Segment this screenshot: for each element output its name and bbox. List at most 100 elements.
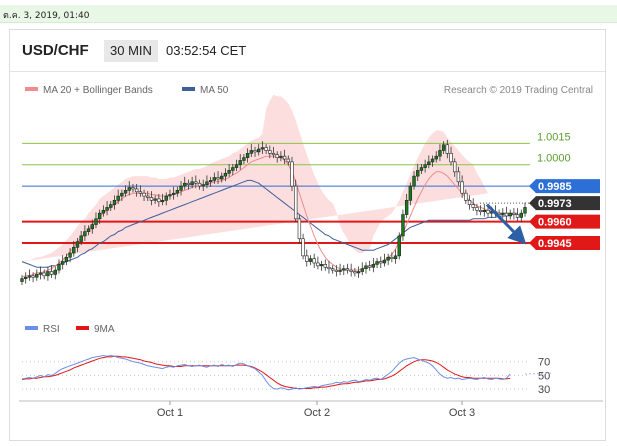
price-levels xyxy=(22,142,530,245)
candle xyxy=(138,185,143,197)
candle xyxy=(101,205,106,217)
candle xyxy=(386,253,390,266)
candle xyxy=(264,144,268,155)
candle xyxy=(242,154,246,165)
legend-label: MA 20 + Bollinger Bands xyxy=(43,85,153,96)
candle xyxy=(364,262,368,274)
candle xyxy=(205,175,209,189)
candle xyxy=(160,193,165,206)
candle xyxy=(86,225,91,236)
x-axis: Oct 1 Oct 2 Oct 3 xyxy=(19,400,603,419)
candle xyxy=(131,183,135,193)
candle xyxy=(282,149,287,165)
candle xyxy=(401,209,405,241)
candle xyxy=(20,275,24,286)
candle xyxy=(397,232,401,260)
x-tick-label: Oct 3 xyxy=(449,407,475,419)
legend-label: 9MA xyxy=(94,324,115,335)
candle xyxy=(467,195,472,210)
candle xyxy=(445,139,450,159)
candle xyxy=(227,164,231,177)
candle xyxy=(323,259,327,271)
candle xyxy=(68,248,72,263)
candle xyxy=(430,155,435,167)
x-tick-label: Oct 2 xyxy=(304,407,330,419)
candle xyxy=(171,186,176,200)
candle xyxy=(334,265,339,277)
timeframe-button[interactable]: 30 MIN xyxy=(104,40,158,62)
candle xyxy=(23,272,28,284)
candle xyxy=(186,179,191,190)
candle xyxy=(94,212,98,229)
candle xyxy=(349,263,353,277)
rsi-tick-label: 30 xyxy=(538,384,550,396)
candle xyxy=(427,155,431,169)
candle xyxy=(49,265,54,278)
candle xyxy=(75,238,80,253)
candle xyxy=(356,266,361,278)
candle xyxy=(504,206,509,221)
candle xyxy=(57,259,61,274)
chart-widget: USD/CHF 30 MIN 03:52:54 CET MA 20 + Boll… xyxy=(9,29,606,441)
candle xyxy=(379,256,383,268)
bollinger-band-area xyxy=(22,94,488,262)
candle xyxy=(501,208,505,219)
price-tag-label: 0.9985 xyxy=(538,181,572,193)
candle xyxy=(423,159,427,173)
candle xyxy=(231,164,235,176)
candle xyxy=(290,156,294,192)
level-label: 1.0000 xyxy=(537,153,571,165)
candle xyxy=(460,175,464,199)
candle xyxy=(382,253,387,267)
ma50-line xyxy=(21,179,518,268)
candle xyxy=(375,257,379,268)
candle xyxy=(438,144,442,162)
candle xyxy=(83,225,87,241)
candle xyxy=(212,172,217,184)
rsi-tick-label: 70 xyxy=(538,357,550,369)
candle xyxy=(208,176,213,187)
candle xyxy=(194,175,198,189)
candle xyxy=(275,151,279,163)
candle xyxy=(79,230,83,246)
price-legend: MA 20 + Bollinger Bands MA 50 Research © 2… xyxy=(25,85,593,96)
candle xyxy=(515,208,520,221)
candle xyxy=(293,179,298,223)
price-tag-label: 0.9960 xyxy=(538,217,572,229)
candle xyxy=(482,203,487,217)
rsi-tick-label: 50 xyxy=(538,370,550,382)
candle xyxy=(453,158,457,177)
candle xyxy=(238,154,242,170)
candle xyxy=(31,272,35,283)
legend-label: MA 50 xyxy=(200,85,229,96)
candle xyxy=(42,269,46,280)
candle xyxy=(257,144,261,156)
candle xyxy=(90,219,94,234)
candle xyxy=(297,215,302,244)
candle xyxy=(312,253,316,268)
rsi-legend: RSI 9MA xyxy=(25,324,115,335)
candle xyxy=(46,266,50,281)
candle xyxy=(64,253,69,266)
candle xyxy=(464,189,468,204)
status-timestamp: ต.ค. 3, 2019, 01:40 xyxy=(3,11,90,21)
candle xyxy=(142,189,146,202)
candle xyxy=(404,193,409,219)
legend-swatch xyxy=(76,326,89,330)
candle xyxy=(38,266,43,280)
candle xyxy=(260,141,265,155)
candle xyxy=(179,181,183,196)
candle xyxy=(471,198,475,211)
candle xyxy=(512,208,516,220)
legend-label: RSI xyxy=(43,324,60,335)
price-tag: 0.9960 xyxy=(529,214,600,229)
currency-pair: USD/CHF xyxy=(22,42,89,59)
candle xyxy=(60,255,65,270)
legend-swatch xyxy=(182,87,195,91)
candle xyxy=(72,240,76,257)
price-tag: 0.9973 xyxy=(529,196,600,211)
candle xyxy=(327,260,331,274)
candle xyxy=(412,171,416,190)
candle xyxy=(234,159,239,172)
candle xyxy=(486,206,490,217)
